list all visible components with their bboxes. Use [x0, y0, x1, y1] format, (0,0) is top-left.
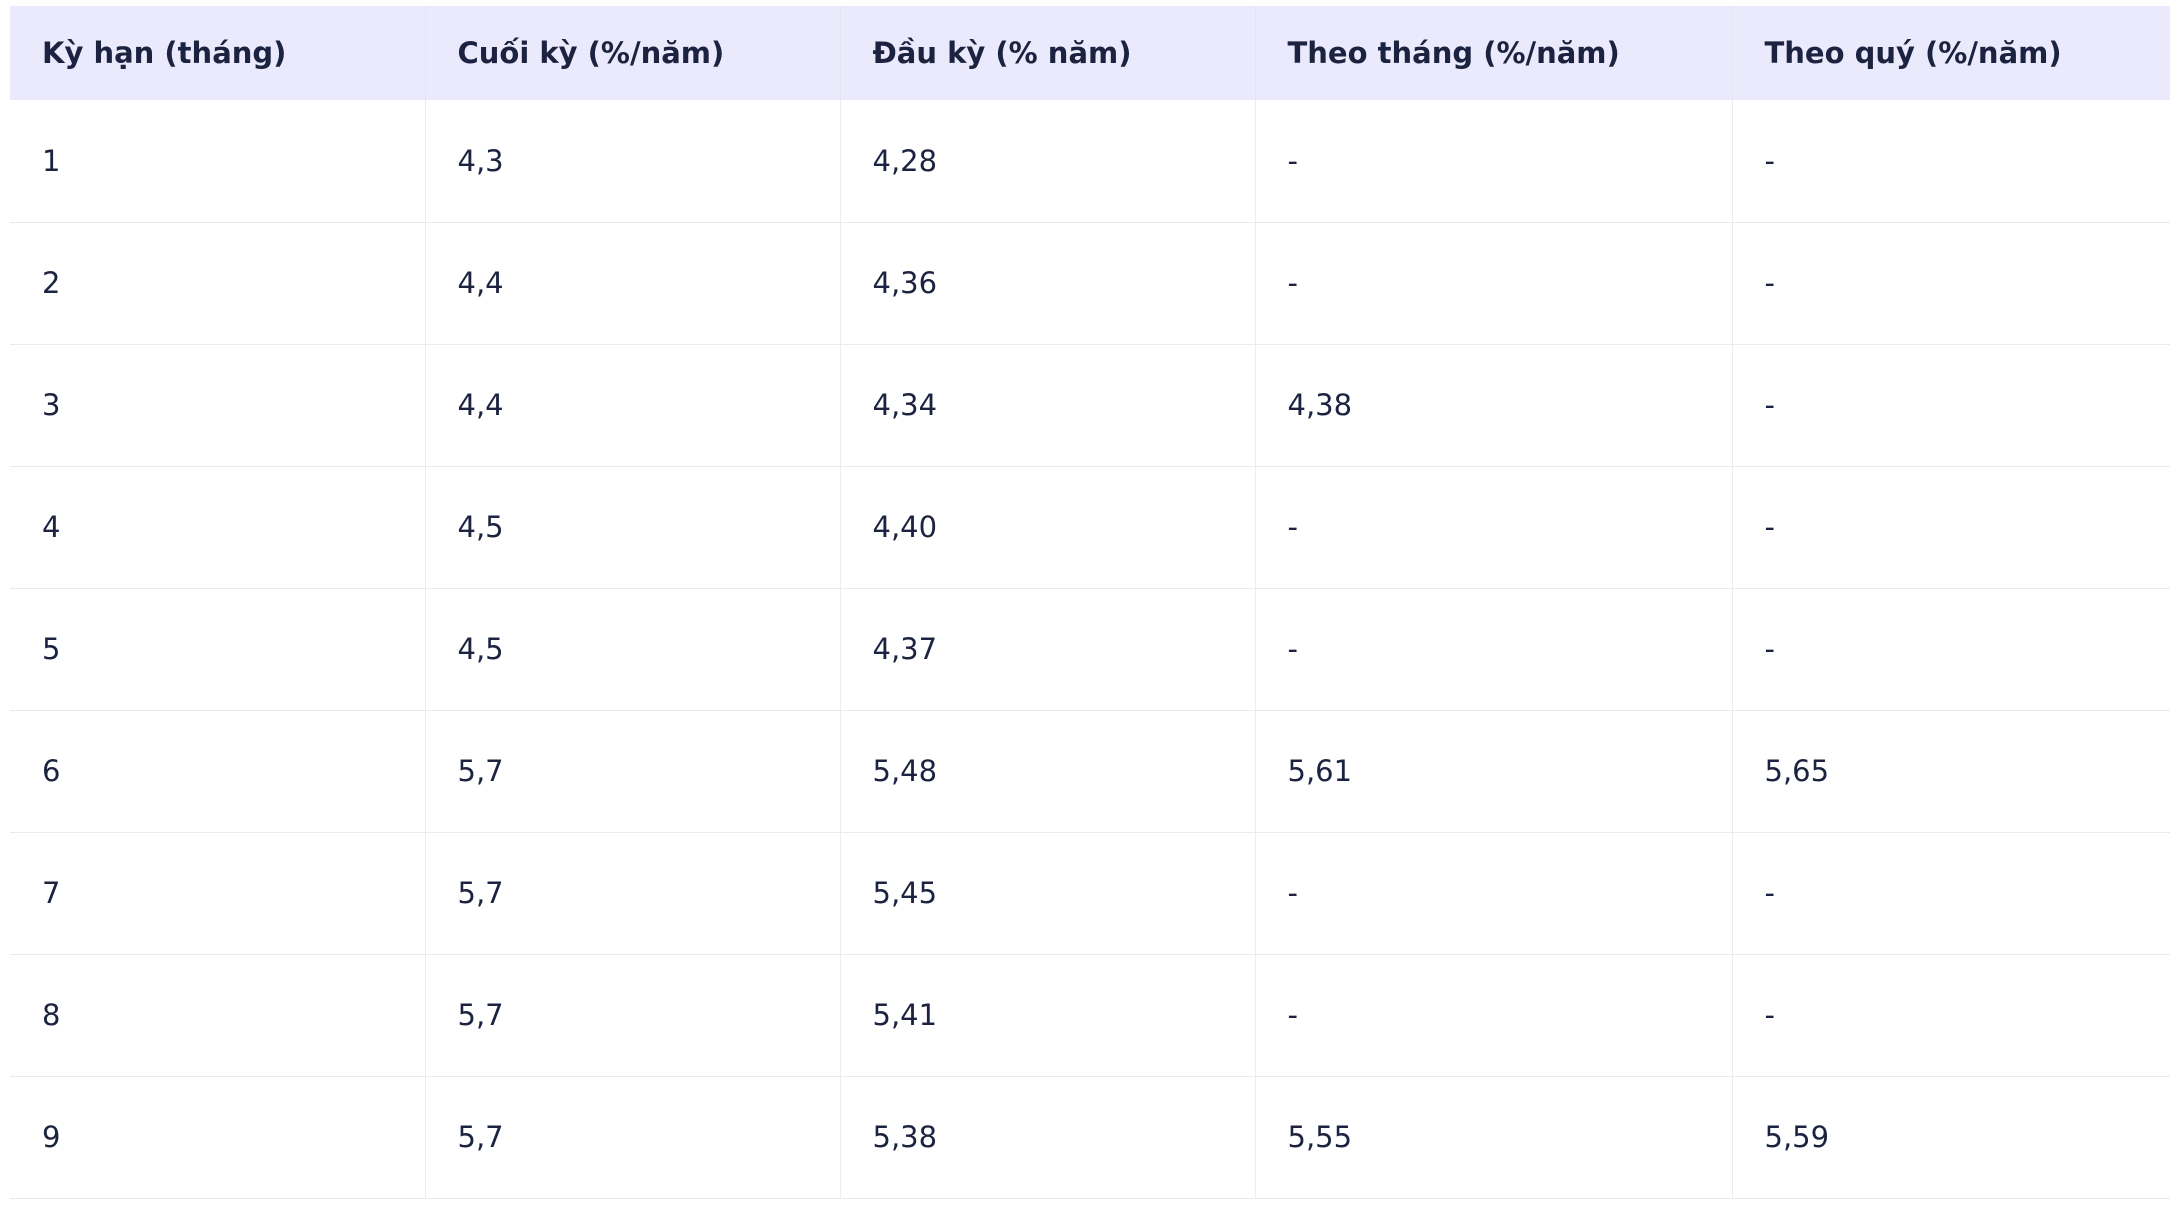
interest-rate-table: Kỳ hạn (tháng) Cuối kỳ (%/năm) Đầu kỳ (%… — [10, 6, 2170, 1199]
cell-end-of-term: 5,7 — [424, 954, 840, 1076]
cell-quarterly: - — [1731, 832, 2170, 954]
cell-start-of-term: 5,38 — [839, 1076, 1255, 1198]
cell-start-of-term: 4,28 — [839, 100, 1255, 222]
cell-quarterly: - — [1731, 588, 2170, 710]
cell-monthly: - — [1254, 954, 1732, 1076]
cell-end-of-term: 4,4 — [424, 344, 840, 466]
header-quarterly-rate: Theo quý (%/năm) — [1731, 6, 2170, 100]
cell-end-of-term: 5,7 — [424, 710, 840, 832]
cell-monthly: - — [1254, 100, 1732, 222]
cell-monthly: 5,61 — [1254, 710, 1732, 832]
cell-end-of-term: 4,5 — [424, 588, 840, 710]
header-term-months: Kỳ hạn (tháng) — [42, 36, 287, 70]
cell-start-of-term: 4,36 — [839, 222, 1255, 344]
cell-start-of-term: 4,40 — [839, 466, 1255, 588]
cell-quarterly: 5,59 — [1731, 1076, 2170, 1198]
cell-monthly: 5,55 — [1254, 1076, 1732, 1198]
cell-term: 8 — [42, 998, 61, 1032]
cell-term: 4 — [42, 510, 61, 544]
cell-end-of-term: 5,7 — [424, 1076, 840, 1198]
cell-term: 7 — [42, 876, 61, 910]
header-end-of-term-rate: Cuối kỳ (%/năm) — [424, 6, 840, 100]
table-row: 4 4,5 4,40 - - — [10, 466, 2170, 588]
header-start-of-term-rate: Đầu kỳ (% năm) — [839, 6, 1255, 100]
table-body: 1 4,3 4,28 - - 2 4,4 4,36 - - 3 4,4 4,34… — [10, 100, 2170, 1198]
table-row: 9 5,7 5,38 5,55 5,59 — [10, 1076, 2170, 1198]
cell-quarterly: - — [1731, 222, 2170, 344]
cell-start-of-term: 5,41 — [839, 954, 1255, 1076]
cell-end-of-term: 4,5 — [424, 466, 840, 588]
table-row: 7 5,7 5,45 - - — [10, 832, 2170, 954]
cell-term: 3 — [42, 388, 61, 422]
cell-start-of-term: 4,34 — [839, 344, 1255, 466]
cell-quarterly: - — [1731, 344, 2170, 466]
table-row: 5 4,5 4,37 - - — [10, 588, 2170, 710]
cell-term: 1 — [42, 143, 61, 178]
cell-monthly: - — [1254, 466, 1732, 588]
cell-monthly: 4,38 — [1254, 344, 1732, 466]
cell-quarterly: - — [1731, 100, 2170, 222]
cell-end-of-term: 4,4 — [424, 222, 840, 344]
header-row: Kỳ hạn (tháng) Cuối kỳ (%/năm) Đầu kỳ (%… — [10, 6, 2170, 100]
cell-end-of-term: 5,7 — [424, 832, 840, 954]
cell-quarterly: - — [1731, 466, 2170, 588]
cell-term: 9 — [42, 1120, 61, 1154]
cell-start-of-term: 4,37 — [839, 588, 1255, 710]
table-row: 8 5,7 5,41 - - — [10, 954, 2170, 1076]
table-row: 6 5,7 5,48 5,61 5,65 — [10, 710, 2170, 832]
cell-start-of-term: 5,48 — [839, 710, 1255, 832]
cell-term: 6 — [42, 754, 61, 788]
table-row: 3 4,4 4,34 4,38 - — [10, 344, 2170, 466]
cell-term: 5 — [42, 632, 61, 666]
cell-quarterly: - — [1731, 954, 2170, 1076]
cell-monthly: - — [1254, 832, 1732, 954]
cell-term: 2 — [42, 266, 61, 300]
table-header: Kỳ hạn (tháng) Cuối kỳ (%/năm) Đầu kỳ (%… — [10, 6, 2170, 100]
table-row: 1 4,3 4,28 - - — [10, 100, 2170, 222]
rate-table-container: Kỳ hạn (tháng) Cuối kỳ (%/năm) Đầu kỳ (%… — [10, 6, 2170, 1199]
cell-end-of-term: 4,3 — [424, 100, 840, 222]
table-row: 2 4,4 4,36 - - — [10, 222, 2170, 344]
cell-start-of-term: 5,45 — [839, 832, 1255, 954]
cell-quarterly: 5,65 — [1731, 710, 2170, 832]
header-monthly-rate: Theo tháng (%/năm) — [1254, 6, 1732, 100]
cell-monthly: - — [1254, 222, 1732, 344]
cell-monthly: - — [1254, 588, 1732, 710]
